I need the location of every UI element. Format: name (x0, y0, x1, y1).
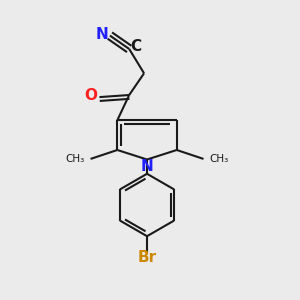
Text: Br: Br (137, 250, 157, 266)
Text: N: N (96, 27, 109, 42)
Text: N: N (141, 158, 153, 173)
Text: O: O (85, 88, 98, 103)
Text: CH₃: CH₃ (209, 154, 229, 164)
Text: CH₃: CH₃ (65, 154, 85, 164)
Text: C: C (130, 39, 141, 54)
